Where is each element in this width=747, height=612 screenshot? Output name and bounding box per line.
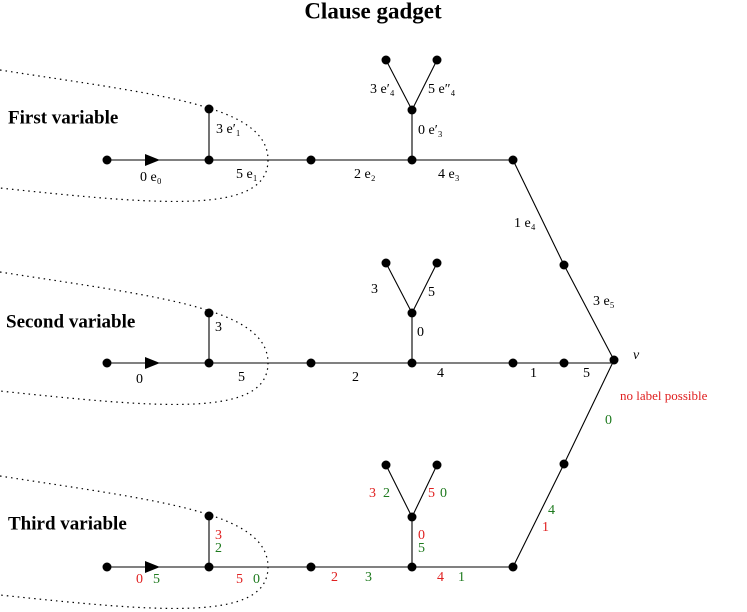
green-label: 0	[253, 572, 260, 587]
variable-label: Third variable	[8, 513, 127, 534]
edges	[107, 59, 615, 573]
edge-label: 0	[136, 372, 143, 387]
edge-label: 3	[215, 320, 222, 335]
note: no label possible	[620, 388, 708, 403]
second-labels: 0 3 5 2 4 0 3 5 1 5	[136, 282, 590, 387]
edge-label: 2 e₂	[354, 167, 376, 182]
green-label: 5	[153, 572, 160, 587]
red-label: 3	[215, 528, 222, 543]
edge-label: 5	[428, 285, 435, 300]
variable-label: First variable	[8, 107, 118, 128]
green-label: 2	[383, 486, 390, 501]
edge-label: 3 e₅	[593, 294, 615, 309]
green-label: 4	[548, 503, 555, 518]
vertices	[102, 55, 619, 572]
third-labels: 3 0 5 2 4 0 3 5 1 2 5 0 3 1 5 2 0 4 0	[136, 413, 612, 587]
edge-label: 3 e′₄	[370, 82, 395, 97]
edge-label: 4	[437, 366, 444, 381]
edge-label: 0 e′₃	[418, 123, 443, 138]
green-label: 3	[365, 570, 372, 585]
green-label: 1	[458, 570, 465, 585]
edge-label: 3	[371, 282, 378, 297]
edge-label: 0 e₀	[140, 170, 162, 185]
red-label: 4	[437, 570, 444, 585]
title: Clause gadget	[304, 0, 442, 23]
edge-label: 2	[352, 370, 359, 385]
green-label: 2	[215, 541, 222, 556]
red-label: 3	[369, 486, 376, 501]
first-labels: 0 e₀ 3 e′₁ 5 e₁ 2 e₂ 4 e₃ 0 e′₃ 3 e′₄ 5 …	[140, 82, 615, 309]
edge-label: 5 e₁	[236, 167, 258, 182]
edge-label: 3 e′₁	[216, 122, 241, 137]
edge-label: 5	[583, 366, 590, 381]
edge-label: 5	[238, 370, 245, 385]
red-label: 2	[331, 570, 338, 585]
edge-label: 1	[530, 366, 537, 381]
red-label: 5	[428, 486, 435, 501]
red-label: 0	[136, 572, 143, 587]
red-label: 0	[418, 528, 425, 543]
edge-label: 4 e₃	[438, 167, 460, 182]
variable-label: Second variable	[6, 311, 135, 332]
green-label: 0	[605, 413, 612, 428]
red-label: 5	[236, 572, 243, 587]
edge-label: 1 e₄	[514, 216, 536, 231]
edge-label: 0	[417, 325, 424, 340]
green-label: 5	[418, 541, 425, 556]
vertex-label: v	[633, 348, 640, 363]
red-label: 1	[542, 520, 549, 535]
green-label: 0	[440, 486, 447, 501]
edge-label: 5 e″₄	[428, 82, 456, 97]
